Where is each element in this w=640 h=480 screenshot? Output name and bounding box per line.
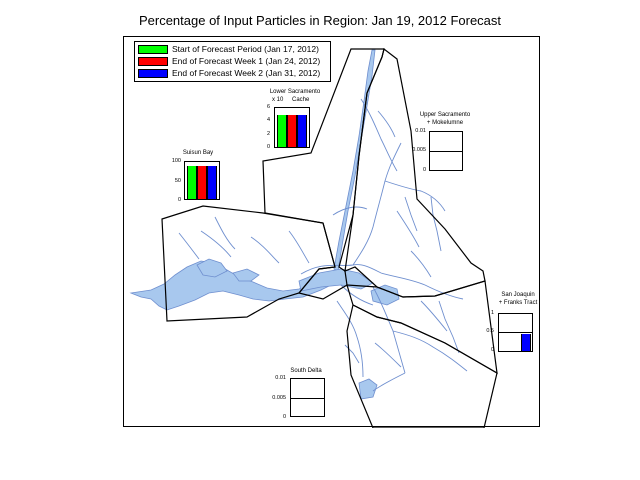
clifton-court-water [358,378,378,400]
map-frame [123,36,540,428]
legend-item: Start of Forecast Period (Jan 17, 2012) [138,44,319,55]
delta-map [129,47,498,428]
tick-label: 4 [266,117,270,123]
legend-label: Start of Forecast Period (Jan 17, 2012) [172,44,319,54]
tick-label: 100 [171,158,181,164]
bar-start [277,114,287,147]
bar-week2 [521,334,531,351]
legend-swatch-green [138,45,168,55]
franks-tract-water [370,284,400,306]
mid-gridline [291,398,324,399]
legend: Start of Forecast Period (Jan 17, 2012) … [134,41,331,82]
south-delta-boundary [346,304,498,428]
lower-sacramento-sublabel: Cache [292,97,310,103]
san-joaquin-inset [498,313,533,352]
waterways [129,49,400,400]
legend-label: End of Forecast Week 2 (Jan 31, 2012) [172,68,321,78]
legend-swatch-blue [138,69,168,79]
bar-week2 [297,114,307,147]
upper-sacramento-label: Upper Sacramento [419,112,471,118]
tick-label: 0 [282,414,286,420]
tick-label: 2 [266,131,270,137]
suisun-bay-boundary [161,205,336,322]
region-boundaries [161,47,498,428]
tick-label: 0.01 [415,128,426,134]
legend-label: End of Forecast Week 1 (Jan 24, 2012) [172,56,321,66]
tick-label: 0 [490,347,494,353]
south-delta-label: South Delta [290,368,322,374]
upper-sacramento-sublabel: + Mokelumne [426,120,464,126]
bar-start [187,165,197,199]
tick-label: 0.005 [272,395,286,401]
bar-week1 [197,165,207,199]
south-delta-inset [290,378,325,417]
page-title: Percentage of Input Particles in Region:… [138,13,502,28]
tick-label: 0 [422,167,426,173]
mid-gridline [430,151,462,152]
bar-week1 [287,114,297,147]
bar-week2 [207,165,217,199]
suisun-bay-label: Suisun Bay [182,150,214,156]
tick-label: 0.005 [412,147,426,153]
san-joaquin-sublabel: + Franks Tract [498,300,538,306]
grizzly-bay-water [232,268,260,282]
mid-gridline [499,332,532,333]
lower-sacramento-label: Lower Sacramento [269,89,321,95]
legend-item: End of Forecast Week 2 (Jan 31, 2012) [138,68,320,79]
tick-label: 0.01 [275,375,286,381]
honker-bay-water [196,258,228,278]
upper-sacramento-inset [429,131,463,171]
tick-label: 50 [174,178,181,184]
tick-label: 1 [490,310,494,316]
lower-sacramento-inset [274,107,310,148]
tick-label: 0.5 [486,328,494,334]
suisun-bay-inset [184,161,220,200]
tick-label: 0 [266,144,270,150]
tick-label: 0 [177,197,181,203]
tick-label: 6 [266,104,270,110]
san-joaquin-label: San Joaquin [501,292,535,298]
legend-item: End of Forecast Week 1 (Jan 24, 2012) [138,56,320,67]
legend-swatch-red [138,57,168,67]
lower-sacramento-exponent: x 10 [272,97,284,103]
channels [178,98,468,392]
san-joaquin-boundary [346,280,498,375]
